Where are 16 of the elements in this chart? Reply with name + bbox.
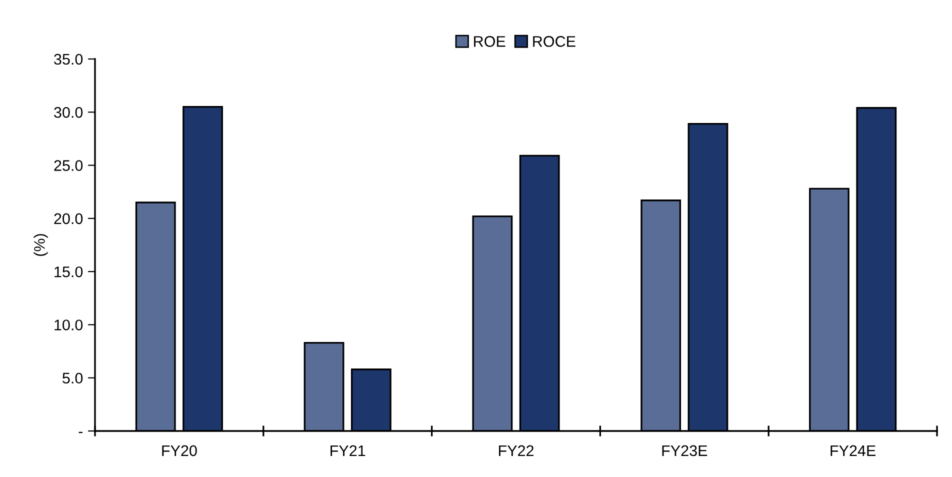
- y-axis-title: (%): [34, 234, 48, 256]
- y-tick-label: 25.0: [54, 160, 83, 171]
- legend-label: ROCE: [533, 36, 576, 47]
- y-tick-label: 20.0: [54, 213, 83, 224]
- y-tick-label: 30.0: [54, 107, 83, 118]
- y-tick-label: -: [78, 432, 83, 434]
- x-tick-label: FY23E: [662, 445, 708, 456]
- x-tick-label: FY24E: [830, 445, 876, 456]
- y-tick-label: 35.0: [54, 54, 83, 65]
- x-tick-label: FY22: [498, 445, 534, 456]
- legend-label: ROE: [474, 36, 506, 47]
- x-tick-label: FY20: [162, 445, 197, 456]
- y-tick-label: 10.0: [54, 320, 83, 330]
- y-tick-label: 15.0: [54, 266, 83, 278]
- y-tick-label: 5.0: [62, 372, 83, 384]
- x-tick-label: FY21: [330, 445, 366, 456]
